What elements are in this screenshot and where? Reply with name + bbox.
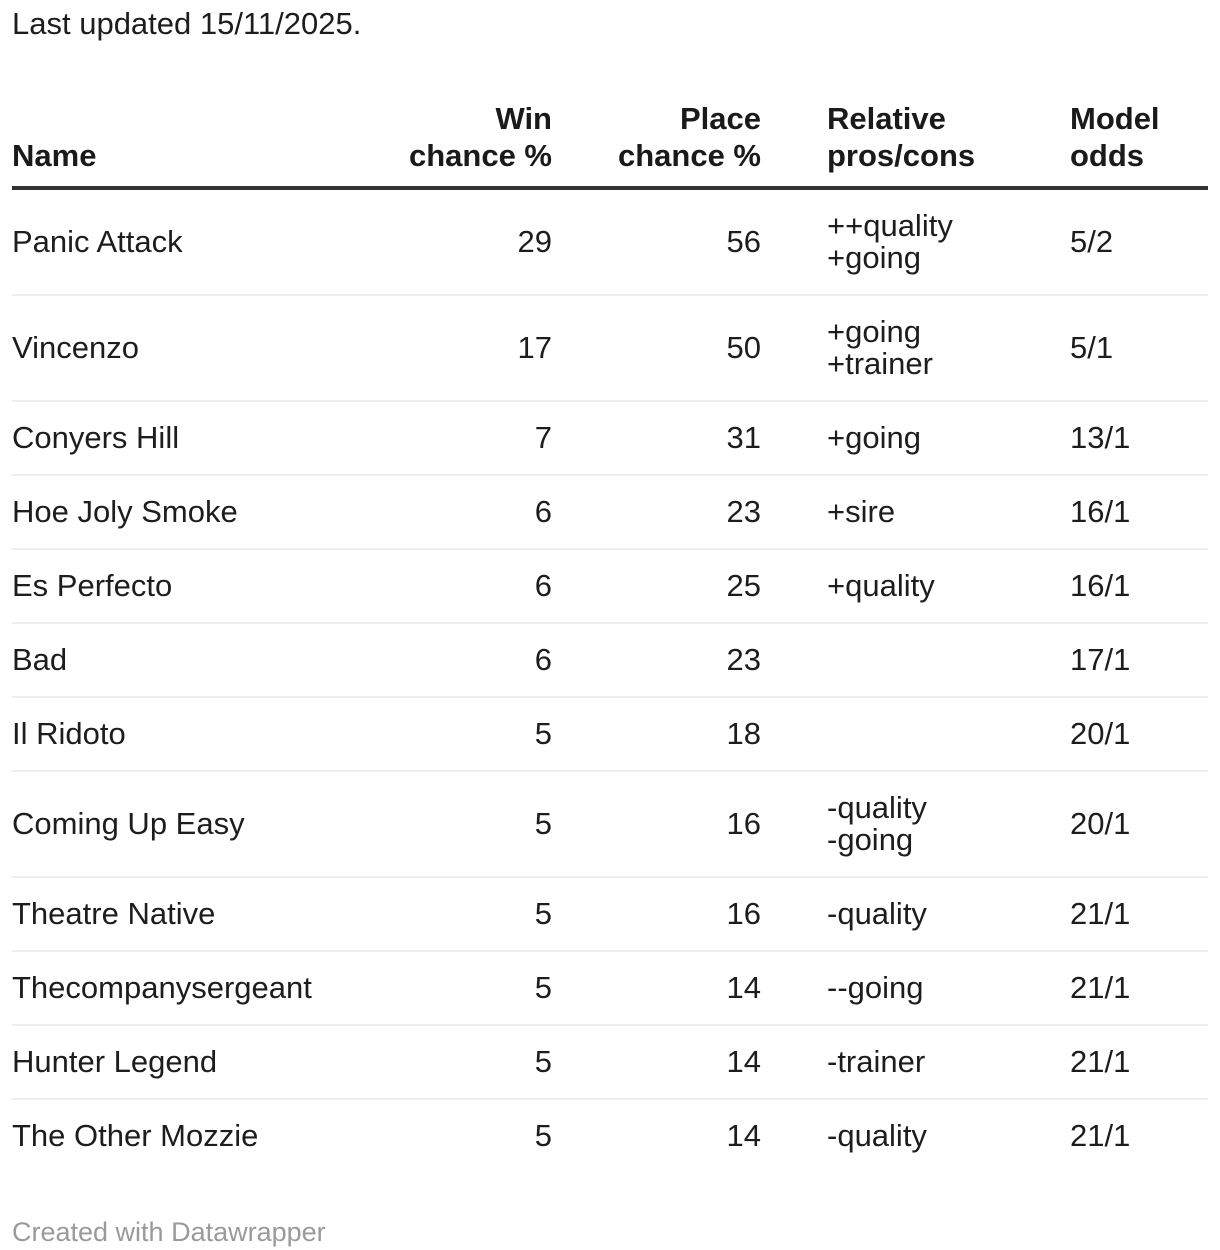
cell-place-chance: 23 [552, 623, 761, 698]
cell-model-odds: 21/1 [1070, 1118, 1131, 1153]
cell-place-chance: 25 [552, 549, 761, 624]
cell-place-chance: 50 [552, 295, 761, 402]
cell-name: Hoe Joly Smoke [12, 475, 362, 550]
cell-name: Il Ridoto [12, 697, 362, 772]
cell-win-chance: 5 [534, 1118, 552, 1153]
cell-model-odds: 20/1 [1070, 771, 1208, 878]
cell-name: Es Perfecto [12, 549, 362, 624]
cell-pros-cons: +going +trainer [761, 295, 1070, 402]
cell-name: Conyers Hill [12, 401, 362, 476]
cell-model-odds: 5/1 [1070, 295, 1208, 402]
cell-place-chance: 14 [726, 1118, 761, 1153]
column-header-name: Name [12, 100, 362, 190]
cell-win-chance: 6 [362, 549, 552, 624]
cell-name: Theatre Native [12, 877, 362, 952]
cell-pros-cons: +quality [761, 549, 1070, 624]
cell-win-chance: 6 [362, 475, 552, 550]
odds-table-body: Panic Attack 29 56 ++quality +going 5/2 … [12, 188, 1208, 1172]
cell-model-odds: 21/1 [1070, 877, 1208, 952]
cell-win-chance: 5 [362, 877, 552, 952]
cell-name: Vincenzo [12, 295, 362, 402]
column-header-win-chance: Win chance % [362, 100, 552, 190]
cell-model-odds: 16/1 [1070, 549, 1208, 624]
table-row: Thecompanysergeant 5 14 --going 21/1 [12, 951, 1208, 1026]
cell-place-chance: 14 [552, 1025, 761, 1100]
cell-pros-cons: -quality [761, 877, 1070, 952]
cell-name: Panic Attack [12, 188, 362, 296]
cell-pros-cons [761, 623, 1070, 698]
column-header-model-odds: Model odds [1070, 100, 1208, 190]
table-row: Conyers Hill 7 31 +going 13/1 [12, 401, 1208, 476]
table-row: Coming Up Easy 5 16 -quality -going 20/1 [12, 771, 1208, 878]
cell-place-chance: 16 [552, 771, 761, 878]
cell-win-chance: 5 [362, 1025, 552, 1100]
table-row: Theatre Native 5 16 -quality 21/1 [12, 877, 1208, 952]
column-header-place-chance: Place chance % [552, 100, 761, 190]
cell-model-odds: 13/1 [1070, 401, 1208, 476]
cell-name: Hunter Legend [12, 1025, 362, 1100]
cell-win-chance: 5 [362, 697, 552, 772]
cell-win-chance: 29 [362, 188, 552, 296]
table-row: Bad 6 23 17/1 [12, 623, 1208, 698]
table-row: Vincenzo 17 50 +going +trainer 5/1 [12, 295, 1208, 402]
column-header-pros-cons: Relative pros/cons [761, 100, 1070, 190]
cell-name: Coming Up Easy [12, 771, 362, 878]
cell-win-chance: 17 [362, 295, 552, 402]
cell-pros-cons: -trainer [761, 1025, 1070, 1100]
cell-model-odds: 21/1 [1070, 951, 1208, 1026]
cell-name: The Other Mozzie [12, 1118, 259, 1153]
cell-pros-cons [761, 697, 1070, 772]
table-row: Hunter Legend 5 14 -trainer 21/1 [12, 1025, 1208, 1100]
header-row: Name Win chance % Place chance % Relativ… [12, 100, 1208, 190]
cell-pros-cons: -quality [827, 1118, 927, 1153]
cell-model-odds: 5/2 [1070, 188, 1208, 296]
table-row: The Other Mozzie 5 14 -quality 21/1 [12, 1099, 1208, 1172]
cell-place-chance: 14 [552, 951, 761, 1026]
cell-pros-cons: +going [761, 401, 1070, 476]
cell-pros-cons: ++quality +going [761, 188, 1070, 296]
cell-pros-cons: --going [761, 951, 1070, 1026]
cell-win-chance: 7 [362, 401, 552, 476]
odds-table: Name Win chance % Place chance % Relativ… [12, 100, 1208, 1172]
table-row: Hoe Joly Smoke 6 23 +sire 16/1 [12, 475, 1208, 550]
cell-win-chance: 5 [362, 771, 552, 878]
table-row: Il Ridoto 5 18 20/1 [12, 697, 1208, 772]
cell-place-chance: 31 [552, 401, 761, 476]
cell-pros-cons: -quality -going [761, 771, 1070, 878]
table-row: Panic Attack 29 56 ++quality +going 5/2 [12, 188, 1208, 296]
cell-model-odds: 17/1 [1070, 623, 1208, 698]
cell-pros-cons: +sire [761, 475, 1070, 550]
cell-place-chance: 23 [552, 475, 761, 550]
cell-name: Bad [12, 623, 362, 698]
cell-model-odds: 16/1 [1070, 475, 1208, 550]
cell-model-odds: 21/1 [1070, 1025, 1208, 1100]
cell-place-chance: 16 [552, 877, 761, 952]
cell-name: Thecompanysergeant [12, 951, 362, 1026]
cell-place-chance: 56 [552, 188, 761, 296]
table-row: Es Perfecto 6 25 +quality 16/1 [12, 549, 1208, 624]
last-updated-note: Last updated 15/11/2025. [12, 6, 362, 41]
cell-model-odds: 20/1 [1070, 697, 1208, 772]
datawrapper-credit: Created with Datawrapper [12, 1217, 326, 1247]
cell-place-chance: 18 [552, 697, 761, 772]
cell-win-chance: 5 [362, 951, 552, 1026]
cell-win-chance: 6 [362, 623, 552, 698]
